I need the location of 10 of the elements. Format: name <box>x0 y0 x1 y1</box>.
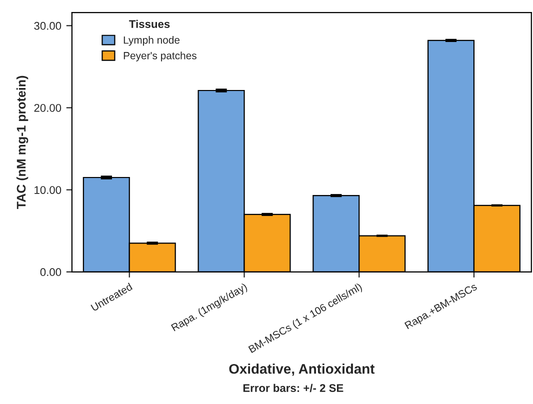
y-tick-label: 20.00 <box>34 104 62 112</box>
text: Error bars: +/- 2 SE <box>243 384 344 392</box>
legend-label: Peyer's patches <box>124 52 196 62</box>
y-tick-label: 30.00 <box>34 22 62 30</box>
y-tick-label: 0.00 <box>40 268 62 276</box>
x-axis-title: Oxidative, Antioxidant <box>229 364 375 376</box>
legend-label: Lymph node <box>124 36 180 46</box>
y-tick-label: 10.00 <box>34 186 62 194</box>
y-axis-title: TAC (nM mg-1 protein) <box>16 76 28 209</box>
legend-title: Tissues <box>129 20 170 28</box>
